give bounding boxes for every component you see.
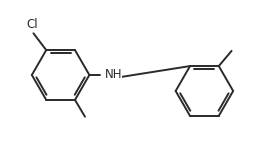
Text: NH: NH <box>104 69 122 81</box>
Text: Cl: Cl <box>26 18 38 31</box>
